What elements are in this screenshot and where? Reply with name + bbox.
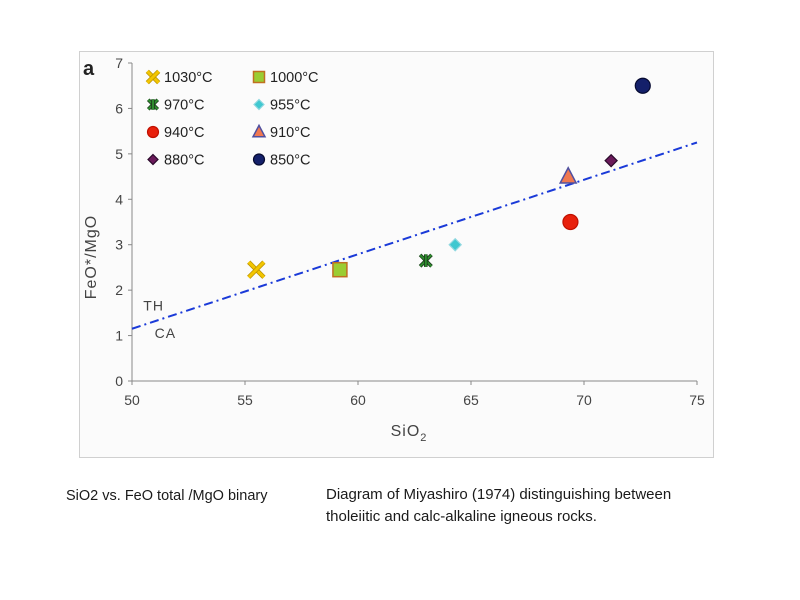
x-tick-label: 75 (689, 392, 705, 408)
zone-label-ca: CA (155, 325, 176, 341)
data-point-880c (604, 153, 618, 168)
legend-marker-1000c (252, 70, 266, 84)
data-point-940c (562, 213, 579, 231)
legend-label: 970°C (164, 98, 204, 114)
plot-area: 0 1 2 3 4 5 6 7 50 55 60 65 70 75 TH CA 1030°C 1000°C 970°… (115, 55, 705, 408)
legend-label: 955°C (270, 98, 310, 114)
y-tick-label: 7 (115, 55, 123, 71)
legend-marker-880c (147, 153, 159, 166)
x-axis-label: SiO2 (391, 423, 428, 444)
x-axis-label-main: SiO (391, 423, 421, 440)
legend-marker-970c (146, 98, 160, 111)
y-tick-label: 1 (115, 328, 123, 344)
legend-marker-940c (146, 125, 160, 139)
legend-label: 1030°C (164, 70, 213, 86)
legend-marker-1030c (145, 69, 161, 85)
data-point-955c (448, 237, 463, 252)
figure-frame (79, 51, 714, 458)
data-point-850c (634, 77, 651, 94)
data-point-1000c (332, 261, 348, 278)
legend-label: 940°C (164, 125, 204, 141)
y-tick-label: 3 (115, 237, 123, 253)
legend-marker-910c (251, 123, 267, 138)
legend-marker-955c (253, 98, 265, 111)
caption-right: Diagram of Miyashiro (1974) distinguishi… (326, 486, 672, 525)
data-point-970c (418, 253, 433, 268)
y-tick-label: 5 (115, 146, 123, 162)
th-ca-divider-line (131, 141, 698, 330)
legend-label: 1000°C (270, 70, 319, 86)
x-axis-label-subscript: 2 (420, 432, 427, 444)
caption-left: SiO2 vs. FeO total /MgO binary (66, 488, 268, 504)
y-tick-label: 2 (115, 282, 123, 298)
y-tick-label: 0 (115, 373, 123, 389)
y-tick-label: 4 (115, 191, 123, 207)
legend-marker-850c (252, 153, 266, 166)
zone-label-th: TH (143, 298, 164, 314)
legend: 1030°C 1000°C 970°C 955°C 940°C 910°C 880°C 850… (145, 69, 319, 169)
scatter-chart: a 0 1 2 3 4 5 6 7 50 55 60 65 70 75 TH CA 1030°C 1000°C 97… (83, 55, 705, 444)
x-tick-label: 50 (124, 392, 140, 408)
legend-label: 850°C (270, 153, 310, 169)
x-tick-label: 70 (576, 392, 592, 408)
x-tick-label: 60 (350, 392, 366, 408)
legend-label: 880°C (164, 153, 204, 169)
x-tick-label: 65 (463, 392, 479, 408)
data-point-1030c (247, 260, 266, 279)
y-tick-label: 6 (115, 100, 123, 116)
legend-label: 910°C (270, 125, 310, 141)
y-axis-label: FeO*/MgO (83, 215, 100, 299)
panel-label: a (83, 58, 95, 80)
x-tick-label: 55 (237, 392, 253, 408)
data-point-910c (558, 166, 578, 184)
